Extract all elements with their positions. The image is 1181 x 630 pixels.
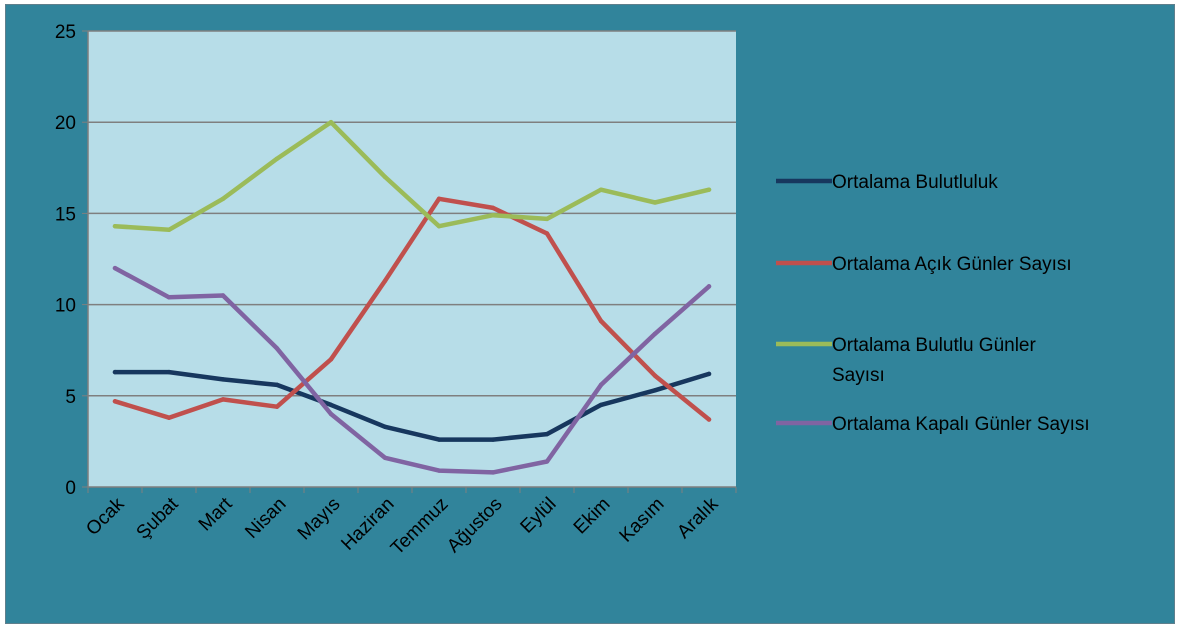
data-point <box>382 424 388 430</box>
data-point <box>490 470 496 475</box>
data-point <box>436 223 442 229</box>
data-point <box>706 284 712 289</box>
x-tick-label: Ocak <box>82 493 129 540</box>
series-line <box>112 369 712 442</box>
data-point <box>490 437 496 442</box>
x-tick-label: Şubat <box>133 493 183 543</box>
data-point <box>706 417 712 422</box>
data-point <box>112 265 118 271</box>
legend: Ortalama Bulutluluk Ortalama Açık Günler … <box>776 172 1090 435</box>
data-point <box>112 369 118 375</box>
data-point <box>436 437 442 442</box>
data-point <box>490 213 496 218</box>
series-line <box>112 196 712 422</box>
data-point <box>220 397 226 402</box>
legend-entry: Ortalama Bulutlu Günler Sayısı <box>776 335 1036 386</box>
legend-entry: Ortalama Kapalı Günler Sayısı <box>776 414 1090 435</box>
data-point <box>274 156 280 161</box>
series-lines <box>112 119 712 475</box>
x-tick-label: Aralık <box>673 493 723 543</box>
data-point <box>382 174 388 180</box>
data-point <box>328 120 334 125</box>
x-tick-label: Mart <box>195 493 237 535</box>
data-point <box>166 227 172 233</box>
data-point <box>328 411 334 417</box>
data-point <box>598 187 604 192</box>
legend-label: Ortalama Bulutluluk <box>832 172 998 193</box>
data-point <box>706 371 712 377</box>
data-point <box>328 357 334 362</box>
x-tick-label: Ekim <box>570 494 615 539</box>
y-tick-label: 15 <box>55 204 76 225</box>
x-tick-label: Eylül <box>517 494 561 538</box>
data-point <box>166 369 172 375</box>
data-point <box>544 431 550 437</box>
data-point <box>112 399 118 404</box>
data-point <box>220 377 226 382</box>
data-point <box>382 455 388 461</box>
data-point <box>274 404 280 409</box>
y-tick-label: 25 <box>55 22 76 43</box>
x-tick-label: Ağustos <box>443 494 506 557</box>
data-point <box>328 402 334 408</box>
data-point <box>112 223 118 229</box>
data-point <box>220 293 226 298</box>
data-point <box>652 373 658 378</box>
x-tick-label: Kasım <box>616 494 669 547</box>
y-tick-label: 10 <box>55 296 76 317</box>
series-line <box>112 119 712 233</box>
legend-label: Ortalama Kapalı Günler Sayısı <box>832 414 1090 435</box>
data-point <box>598 382 604 388</box>
x-tick-label: Nisan <box>241 494 290 543</box>
data-point <box>166 415 172 420</box>
legend-label: Ortalama Bulutlu Günler <box>832 335 1036 356</box>
data-point <box>274 382 280 388</box>
data-point <box>436 468 442 473</box>
legend-entry: Ortalama Bulutluluk <box>776 172 998 193</box>
data-point <box>598 318 604 324</box>
series-line <box>112 265 712 475</box>
data-point <box>274 346 280 351</box>
legend-label: Ortalama Açık Günler Sayısı <box>832 254 1072 275</box>
data-point <box>652 331 658 336</box>
data-point <box>652 200 658 205</box>
legend-label: Sayısı <box>832 365 885 386</box>
y-tick-label: 0 <box>65 478 76 499</box>
data-point <box>220 196 226 202</box>
data-point <box>544 216 550 222</box>
data-point <box>598 402 604 408</box>
legend-entry: Ortalama Açık Günler Sayısı <box>776 254 1072 275</box>
data-point <box>436 196 442 202</box>
data-point <box>544 231 550 236</box>
data-point <box>382 278 388 284</box>
data-point <box>544 459 550 464</box>
x-tick-label: Temmuz <box>387 494 453 560</box>
data-point <box>652 388 658 393</box>
y-tick-label: 20 <box>55 113 76 134</box>
plot-area <box>88 31 736 487</box>
x-tick-label: Mayıs <box>294 494 345 545</box>
data-point <box>166 295 172 300</box>
data-point <box>490 205 496 211</box>
chart-area: 0 5 10 15 20 25 Ocak Şubat Mart Nisan Mayıs Haziran… <box>5 4 1175 624</box>
y-tick-label: 5 <box>65 387 76 408</box>
data-point <box>706 187 712 192</box>
